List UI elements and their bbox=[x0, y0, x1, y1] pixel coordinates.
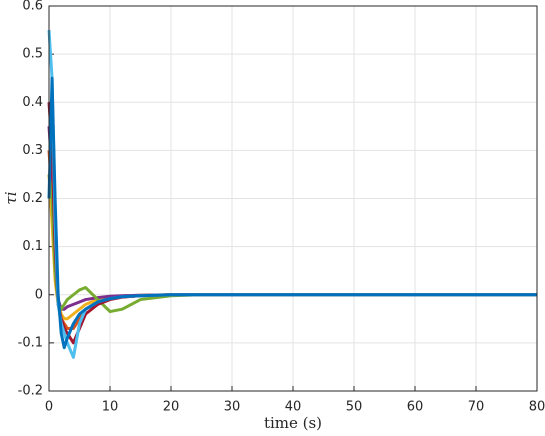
y-tick-label: 0.2 bbox=[22, 191, 43, 206]
x-tick-label: 70 bbox=[468, 400, 485, 415]
plot-frame bbox=[48, 5, 538, 392]
x-tick-label: 20 bbox=[163, 400, 180, 415]
y-tick-label: 0 bbox=[35, 287, 43, 302]
y-tick-label: 0.5 bbox=[22, 47, 43, 62]
y-tick-label: -0.1 bbox=[18, 335, 43, 350]
series-line bbox=[47, 76, 537, 350]
x-tick-label: 50 bbox=[346, 400, 363, 415]
y-tick-label: 0.1 bbox=[22, 239, 43, 254]
x-tick-label: 30 bbox=[224, 400, 241, 415]
x-tick-label: 40 bbox=[285, 400, 302, 415]
y-tick-label: -0.2 bbox=[18, 384, 43, 399]
y-tick-label: 0.6 bbox=[22, 0, 43, 14]
y-axis-label: τi bbox=[2, 191, 20, 204]
y-tick-label: 0.3 bbox=[22, 143, 43, 158]
x-axis-label: time (s) bbox=[264, 414, 322, 432]
x-tick-label: 0 bbox=[45, 400, 53, 415]
x-tick-label: 10 bbox=[102, 400, 119, 415]
x-tick-label: 60 bbox=[407, 400, 424, 415]
x-tick-label: 80 bbox=[529, 400, 545, 415]
y-tick-label: 0.4 bbox=[22, 95, 43, 110]
